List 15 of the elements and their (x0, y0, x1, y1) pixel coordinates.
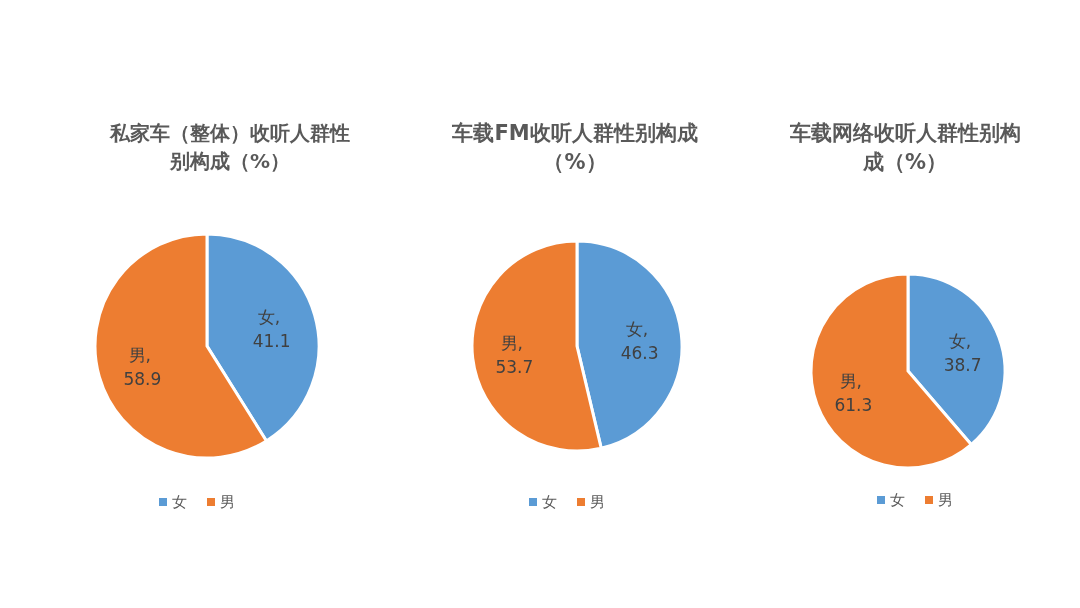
data-label: 男, 58.9 (123, 344, 162, 389)
legend-label: 女 (172, 493, 187, 511)
chart-title: 车载FM收听人群性别构成（%） (451, 121, 698, 174)
data-label: 女, 41.1 (252, 307, 291, 352)
legend-label: 女 (542, 493, 557, 511)
data-label: 男, 61.3 (834, 371, 873, 416)
data-label: 女, 38.7 (943, 330, 982, 375)
chart-title: 私家车（整体）收听人群性别构成（%） (109, 121, 350, 173)
data-label: 男, 53.7 (495, 333, 534, 378)
chart-title: 车载网络收听人群性别构成（%） (788, 121, 1021, 174)
legend-label: 男 (590, 493, 605, 511)
legend-label: 女 (890, 491, 905, 509)
data-label: 女, 46.3 (620, 318, 659, 363)
legend-label: 男 (220, 493, 235, 511)
legend-label: 男 (938, 491, 953, 509)
